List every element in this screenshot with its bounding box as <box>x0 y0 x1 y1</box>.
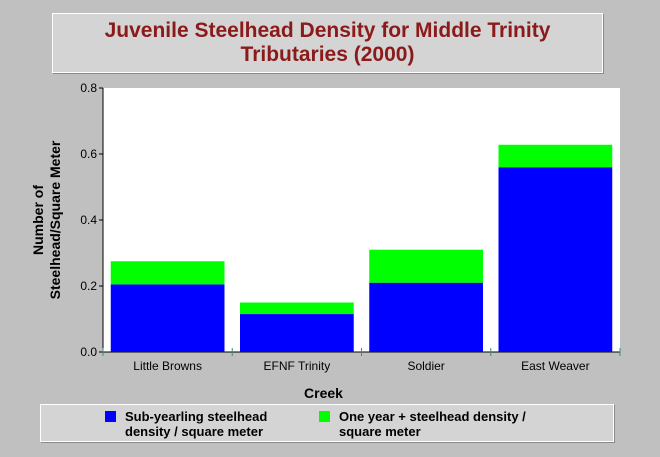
chart-svg: 0.0 0.2 0.4 0.6 0.8 Little Browns EFNF Trinity… <box>30 81 621 400</box>
x-tick-label: Little Browns <box>133 359 202 373</box>
x-axis-title: Creek <box>304 385 343 400</box>
x-tick-label: Soldier <box>407 359 444 373</box>
bar-sub-yearling-east-weaver <box>498 167 613 352</box>
legend-swatch-one-year-plus <box>319 411 330 422</box>
legend-item-one-year-plus: One year + steelhead density / square me… <box>319 409 529 439</box>
legend-label-sub-yearling: Sub-yearling steelhead density / square … <box>125 409 268 439</box>
chart-title-box: Juvenile Steelhead Density for Middle Tr… <box>52 13 603 73</box>
bar-one-year-plus-east-weaver <box>498 144 613 168</box>
bar-one-year-plus-efnf-trinity <box>240 302 354 315</box>
y-axis-title-line: Steelhead/Square Meter <box>47 140 63 299</box>
bar-one-year-plus-soldier <box>369 249 483 283</box>
y-tick-label: 0.2 <box>80 279 97 293</box>
legend: Sub-yearling steelhead density / square … <box>40 404 614 442</box>
y-axis-title-line: Number of <box>30 185 46 255</box>
bar-sub-yearling-little-browns <box>110 284 225 352</box>
legend-swatch-sub-yearling <box>105 411 116 422</box>
y-axis-title: Number of Steelhead/Square Meter <box>30 140 63 299</box>
chart-title: Juvenile Steelhead Density for Middle Tr… <box>104 19 551 66</box>
legend-item-sub-yearling: Sub-yearling steelhead density / square … <box>105 409 315 439</box>
bar-sub-yearling-soldier <box>369 282 483 352</box>
bar-one-year-plus-little-browns <box>110 261 225 285</box>
x-tick-label: EFNF Trinity <box>264 359 331 373</box>
bar-sub-yearling-efnf-trinity <box>240 314 354 352</box>
y-tick-label: 0.8 <box>80 81 97 95</box>
y-tick-label: 0.0 <box>80 345 97 359</box>
y-tick-label: 0.6 <box>80 147 97 161</box>
x-tick-label: East Weaver <box>521 359 589 373</box>
legend-label-one-year-plus: One year + steelhead density / square me… <box>339 409 526 439</box>
y-tick-label: 0.4 <box>80 213 97 227</box>
